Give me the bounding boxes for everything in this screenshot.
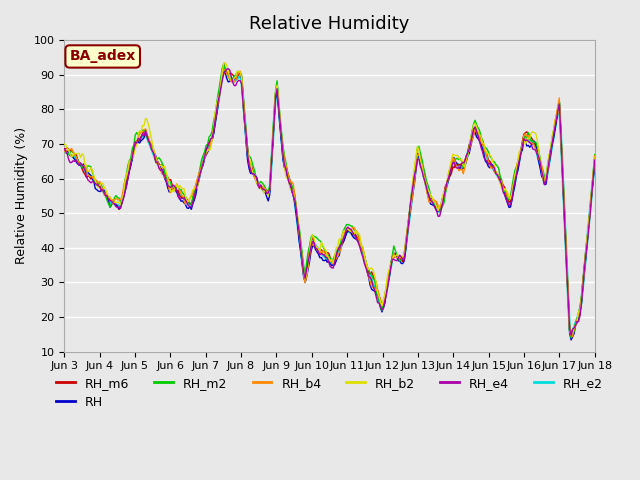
Title: Relative Humidity: Relative Humidity [250,15,410,33]
Y-axis label: Relative Humidity (%): Relative Humidity (%) [15,127,28,264]
Legend: RH_m6, RH, RH_m2, RH_b4, RH_b2, RH_e4, RH_e2: RH_m6, RH, RH_m2, RH_b4, RH_b2, RH_e4, R… [51,372,608,414]
Text: BA_adex: BA_adex [70,49,136,63]
